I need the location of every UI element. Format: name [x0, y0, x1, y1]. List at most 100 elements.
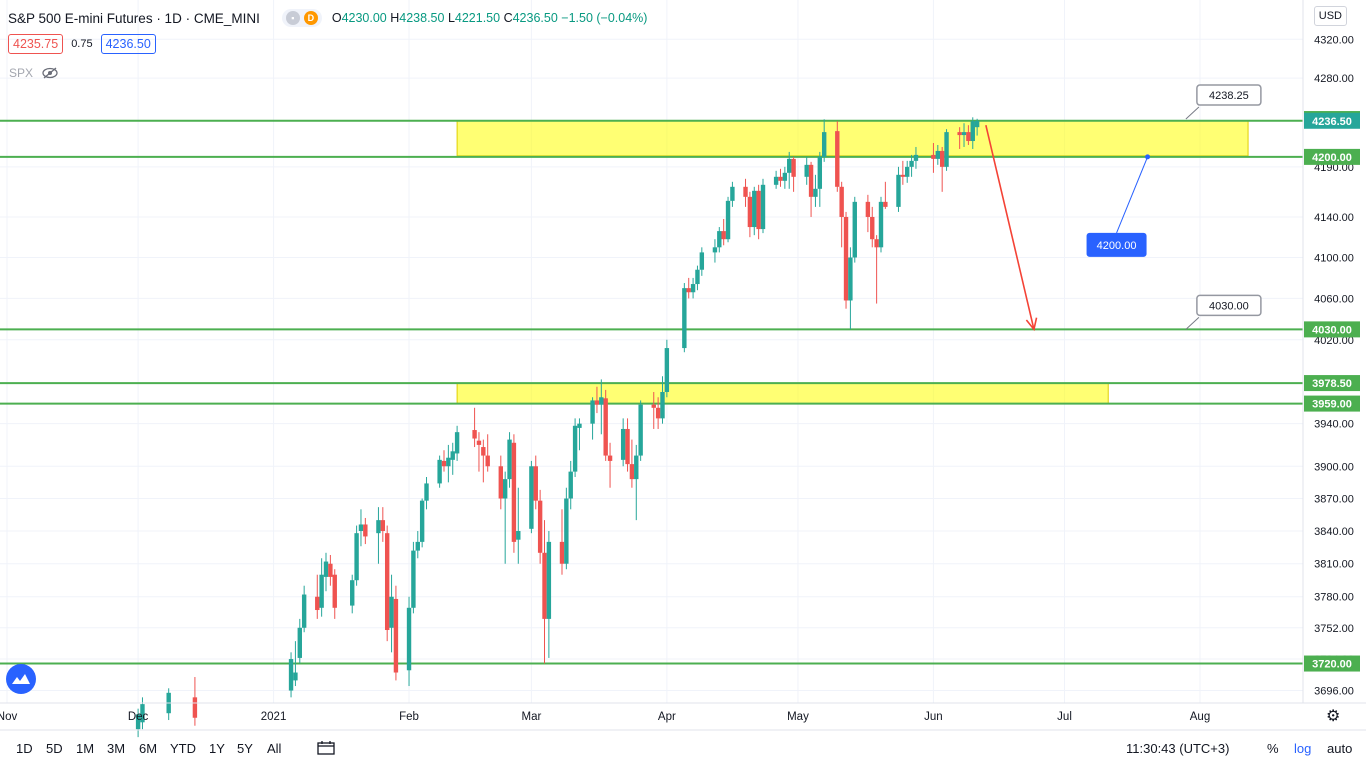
candle-body: [389, 596, 394, 628]
candle-body: [301, 594, 307, 628]
timeframe-all[interactable]: All: [267, 741, 282, 756]
candle-body: [350, 580, 355, 606]
candle-body: [559, 541, 565, 564]
price-level-text: 4030.00: [1312, 324, 1352, 336]
candle-body: [944, 132, 949, 167]
candle-body: [835, 131, 840, 187]
price-tick-label: 3696.00: [1314, 686, 1354, 698]
candle-body: [603, 398, 608, 456]
candle-body: [913, 154, 919, 161]
callout-pointer: [1185, 317, 1200, 330]
candle-body: [699, 252, 705, 270]
candle-body: [192, 697, 198, 718]
price-tick-label: 4280.00: [1314, 73, 1354, 85]
candle-body: [454, 432, 460, 454]
candle-body: [865, 201, 871, 217]
timeframe-1m[interactable]: 1M: [76, 741, 95, 756]
candle-body: [393, 598, 399, 673]
candle-body: [529, 466, 534, 529]
candle-body: [380, 520, 386, 531]
timeframe-1y[interactable]: 1Y: [209, 741, 225, 756]
callout-pointer: [1185, 106, 1200, 120]
candle-body: [883, 201, 888, 207]
status-pill[interactable]: ▪ D: [281, 9, 322, 27]
candle-body: [682, 288, 687, 349]
yellow-zone: [456, 120, 1249, 157]
price-level-text: 3959.00: [1312, 399, 1352, 411]
log-toggle[interactable]: log: [1294, 741, 1312, 756]
candle-body: [419, 500, 425, 542]
timeframe-5y[interactable]: 5Y: [237, 741, 253, 756]
candle-body: [546, 541, 552, 619]
price-tick-label: 4060.00: [1314, 293, 1354, 305]
timeframe-6m[interactable]: 6M: [139, 741, 158, 756]
gear-icon[interactable]: ⚙: [1326, 708, 1341, 725]
timeframe-1d[interactable]: 1D: [16, 741, 33, 756]
ohlc-values: O4230.00 H4238.50 L4221.50 C4236.50 −1.5…: [332, 11, 648, 25]
candle-body: [629, 464, 635, 480]
price-tick-label: 3900.00: [1314, 461, 1354, 473]
candle-body: [870, 216, 875, 240]
candle-body: [686, 288, 691, 293]
eye-crossed-icon[interactable]: [41, 67, 59, 79]
down-arrow-line: [985, 125, 1035, 330]
candle-body: [808, 164, 814, 197]
price-tick-label: 4020.00: [1314, 335, 1354, 347]
callout-box: [1196, 84, 1262, 106]
spread-value: 0.75: [71, 38, 93, 50]
open-value: 4230.00: [341, 11, 387, 25]
bottom-toolbar: 1D 5D 1M 3M 6M YTD 1Y 5Y All 11:30:43 (U…: [0, 730, 1366, 768]
clock-timezone[interactable]: 11:30:43 (UTC+3): [1126, 741, 1230, 756]
candle-body: [411, 550, 416, 608]
price-tick-label: 3752.00: [1314, 623, 1354, 635]
price-level-badge: [1304, 321, 1360, 338]
currency-button[interactable]: USD: [1313, 6, 1347, 26]
auto-toggle[interactable]: auto: [1327, 741, 1353, 756]
candle-body: [900, 174, 906, 177]
candle-body: [323, 561, 329, 577]
candle-body: [441, 460, 447, 467]
timeframe-3m[interactable]: 3M: [107, 741, 126, 756]
time-tick-label: Jun: [924, 711, 943, 723]
close-label: C: [503, 11, 513, 25]
candle-body: [437, 459, 442, 484]
candle-body: [542, 552, 547, 619]
buy-price-button[interactable]: 4236.50: [100, 34, 156, 54]
candle-body: [970, 121, 975, 142]
callout-text: 4238.25: [1209, 90, 1249, 102]
candle-body: [315, 596, 320, 611]
candle-body: [363, 524, 368, 537]
date-range-icon[interactable]: [317, 741, 335, 758]
candle-body: [909, 160, 914, 167]
candle-body: [804, 164, 809, 177]
high-value: 4238.50: [399, 11, 445, 25]
candle-body: [297, 627, 302, 658]
candle-body: [782, 172, 788, 181]
yellow-zone: [456, 382, 1109, 405]
candle-body: [730, 186, 735, 201]
symbol-header: S&P 500 E-mini Futures · 1D · CME_MINI ▪…: [8, 8, 647, 28]
candle-body: [476, 440, 482, 445]
sell-price-button[interactable]: 4235.75: [8, 34, 64, 54]
compare-symbol[interactable]: SPX: [9, 66, 34, 80]
percent-toggle[interactable]: %: [1267, 741, 1279, 756]
candle-body: [752, 190, 757, 228]
candle-body: [537, 500, 543, 553]
candle-body: [843, 216, 849, 301]
symbol-title[interactable]: S&P 500 E-mini Futures · 1D · CME_MINI: [8, 10, 260, 26]
candle-body: [564, 498, 569, 564]
candle-body: [756, 190, 761, 230]
time-tick-label: Dec: [128, 711, 149, 723]
time-tick-label: 2021: [261, 711, 287, 723]
candle-body: [594, 400, 600, 405]
price-level-badge: [1304, 655, 1360, 672]
tradingview-logo-icon[interactable]: [6, 664, 36, 694]
candle-body: [354, 533, 359, 581]
timeframe-5d[interactable]: 5D: [46, 741, 63, 756]
time-tick-label: Feb: [399, 711, 419, 723]
candle-body: [655, 407, 661, 419]
timeframe-ytd[interactable]: YTD: [170, 741, 196, 756]
label-anchor: [1145, 154, 1151, 160]
candle-body: [935, 150, 941, 159]
